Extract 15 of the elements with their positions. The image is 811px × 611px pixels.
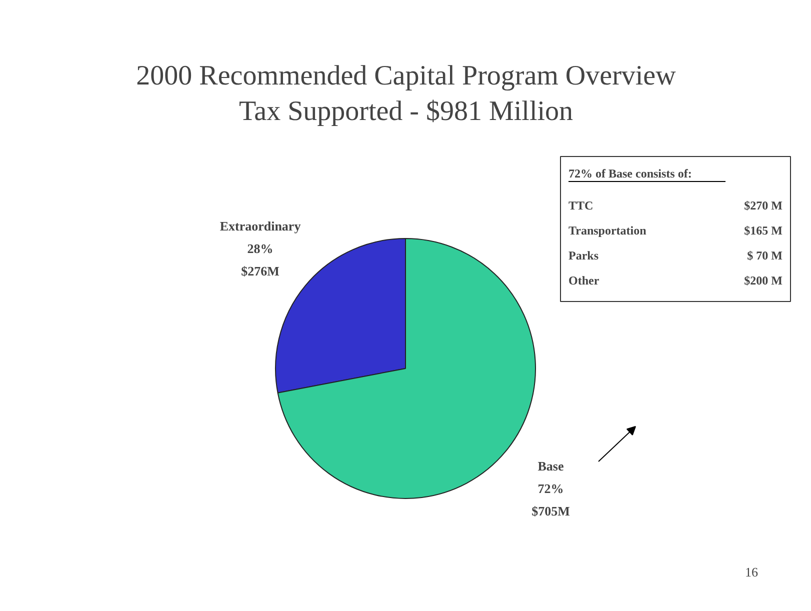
text: $165 M bbox=[744, 224, 782, 238]
text: Other bbox=[568, 274, 600, 288]
slice-label: Extraordinary bbox=[220, 218, 302, 234]
text: $200 M bbox=[744, 274, 782, 288]
slice-label: Base bbox=[538, 458, 564, 474]
data-label: 72% $705M bbox=[532, 481, 570, 519]
data-label: 28% $276M bbox=[241, 240, 280, 278]
text: $270 M bbox=[744, 198, 782, 212]
text: 16 bbox=[745, 564, 758, 580]
text: 72% of Base consists of: bbox=[568, 166, 692, 180]
text: $ 70 M bbox=[747, 248, 782, 262]
text: Parks bbox=[568, 248, 599, 262]
text: TTC bbox=[568, 198, 594, 212]
chart-title: 2000 Recommended Capital Program Overview Tax Supported - $981 Million bbox=[136, 60, 677, 128]
text: Transportation bbox=[568, 224, 647, 238]
